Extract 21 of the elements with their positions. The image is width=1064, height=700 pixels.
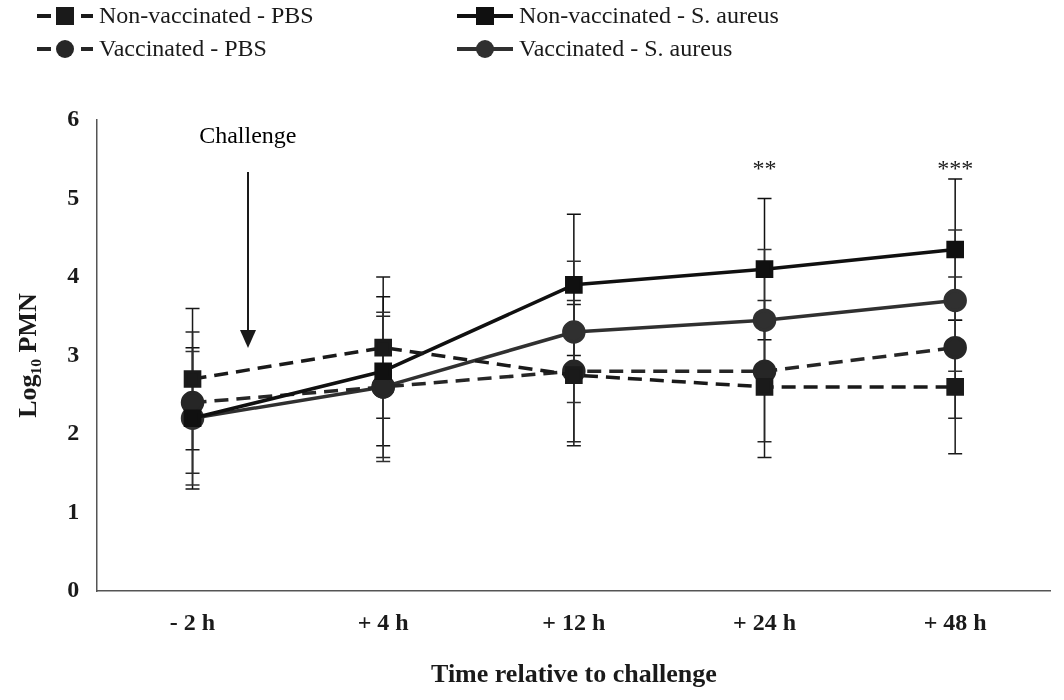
legend-label: Vaccinated - PBS	[99, 35, 267, 62]
x-tick-label: + 48 h	[923, 608, 987, 635]
y-tick-label: 0	[67, 576, 80, 603]
legend-label: Non-vaccinated - PBS	[99, 2, 314, 29]
y-tick-label: 6	[67, 105, 80, 132]
annotation: ***	[937, 155, 974, 182]
y-tick-label: 5	[67, 183, 80, 210]
y-tick-label: 1	[67, 497, 80, 524]
x-tick-label: + 4 h	[357, 608, 409, 635]
y-tick-label: 3	[67, 340, 80, 367]
legend-label: Non-vaccinated - S. aureus	[519, 2, 779, 29]
y-tick-label: 4	[67, 262, 80, 289]
x-tick-label: + 12 h	[542, 608, 606, 635]
y-tick-label: 2	[67, 419, 80, 446]
y-axis-title: Log₁₀ PMN	[13, 292, 43, 418]
annotation: Challenge	[198, 122, 298, 149]
legend-label: Vaccinated - S. aureus	[519, 35, 733, 62]
annotation: **	[752, 155, 777, 182]
x-axis-title: Time relative to challenge	[431, 659, 717, 689]
x-tick-label: - 2 h	[169, 608, 216, 635]
x-tick-label: + 24 h	[732, 608, 797, 635]
